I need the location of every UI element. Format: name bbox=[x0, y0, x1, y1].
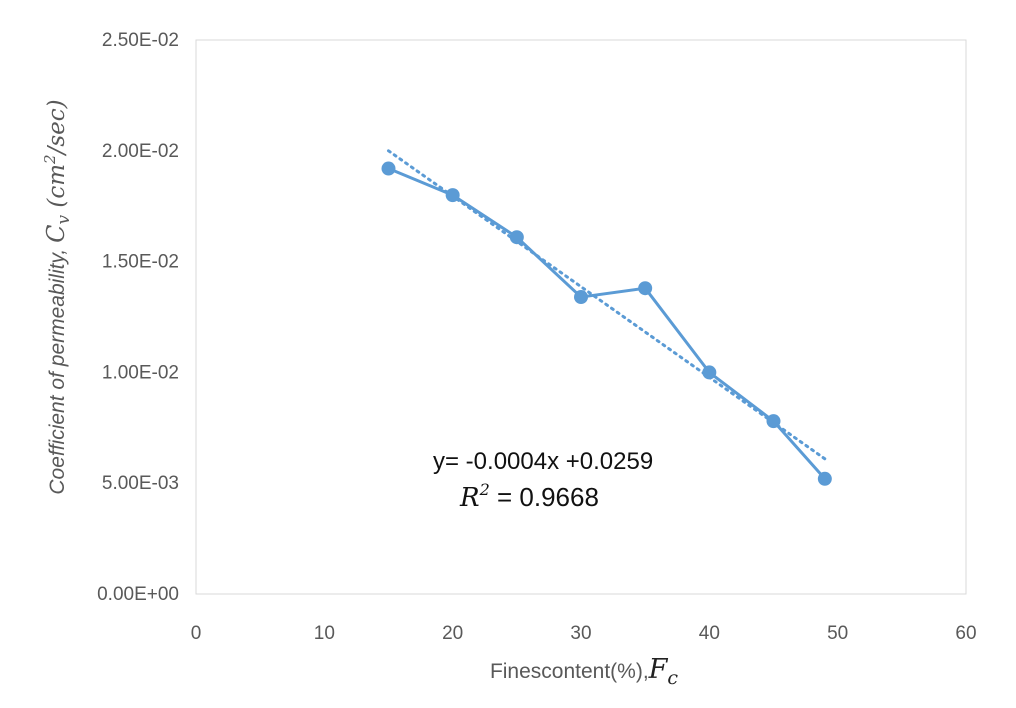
x-tick-label: 60 bbox=[955, 623, 976, 644]
x-tick-label: 0 bbox=[191, 623, 202, 644]
data-point bbox=[509, 230, 524, 245]
x-tick-labels: 0 10 20 30 40 50 60 bbox=[191, 623, 977, 644]
data-point bbox=[817, 471, 832, 486]
series-layer bbox=[381, 161, 832, 486]
data-point bbox=[766, 414, 781, 429]
y-tick-label: 5.00E-03 bbox=[102, 473, 179, 494]
trendline-layer bbox=[387, 149, 827, 461]
plot-area bbox=[195, 39, 967, 595]
x-tick-label: 40 bbox=[699, 623, 720, 644]
x-tick-label: 50 bbox=[827, 623, 848, 644]
x-tick-label: 10 bbox=[314, 623, 335, 644]
y-tick-label: 2.50E-02 bbox=[102, 30, 179, 51]
y-tick-label: 2.00E-02 bbox=[102, 141, 179, 162]
data-point bbox=[381, 161, 396, 176]
trendline bbox=[387, 149, 827, 461]
trendline-equation: y= -0.0004x +0.0259 bbox=[433, 448, 653, 475]
y-tick-label: 0.00E+00 bbox=[97, 584, 179, 605]
data-point bbox=[702, 365, 717, 380]
x-tick-label: 30 bbox=[570, 623, 591, 644]
x-tick-label: 20 bbox=[442, 623, 463, 644]
data-point bbox=[638, 281, 653, 296]
series-line bbox=[387, 167, 826, 480]
y-tick-label: 1.50E-02 bbox=[102, 252, 179, 273]
data-point bbox=[445, 188, 460, 203]
data-point bbox=[574, 290, 588, 305]
y-tick-labels: 0.00E+00 5.00E-03 1.00E-02 1.50E-02 2.00E-02… bbox=[97, 30, 179, 605]
x-axis-title: Finescontent(%),Fc bbox=[490, 654, 678, 689]
y-axis-title: Coefficient of permeability, Cv (cm2/sec… bbox=[41, 99, 74, 494]
y-tick-label: 1.00E-02 bbox=[102, 362, 179, 383]
r-squared-annotation: R2 = 0.9668 bbox=[459, 480, 599, 513]
